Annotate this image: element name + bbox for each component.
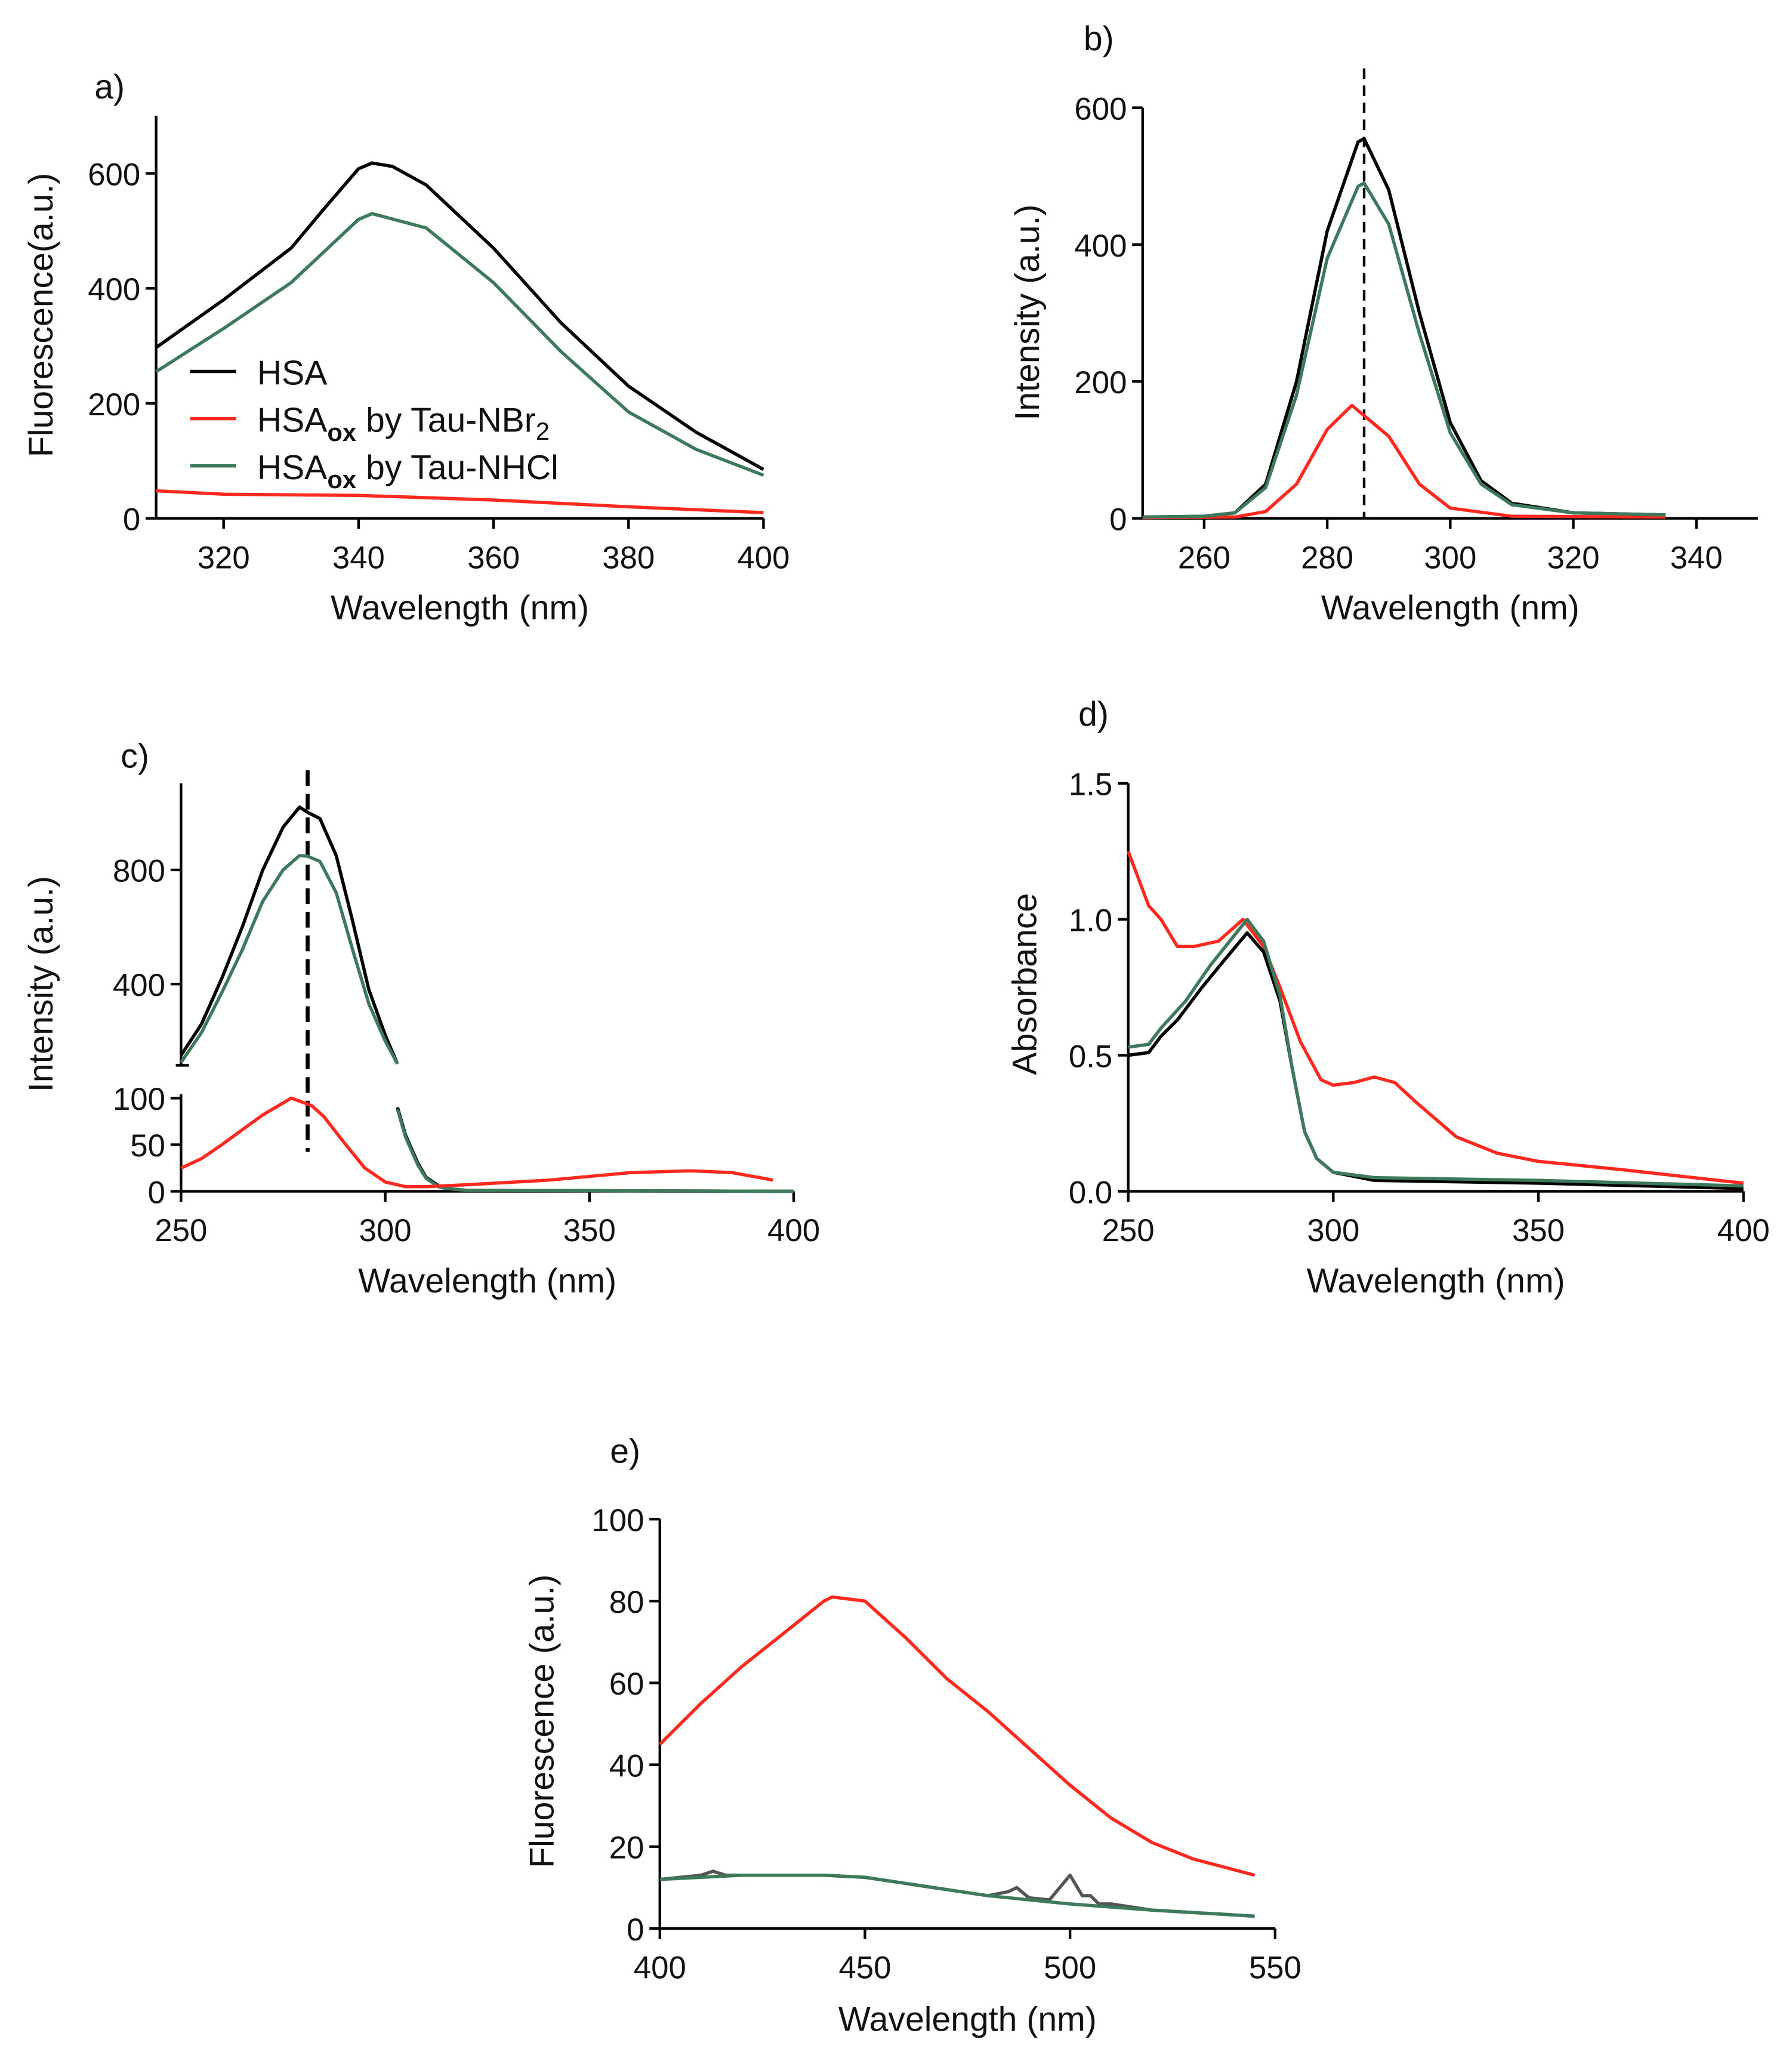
series-line-hsa <box>155 161 764 471</box>
x-tick-label: 450 <box>838 1951 891 1986</box>
series-line-nhcl <box>1142 181 1666 519</box>
series-line-nhcl <box>155 212 764 477</box>
panel-d: d) 250 300 350 400 Wavelength (nm) Absorbance 0… <box>1006 695 1770 1300</box>
series-line-nhcl <box>1128 918 1744 1188</box>
x-tick-label: 260 <box>1178 540 1230 575</box>
x-tick-label: 360 <box>467 540 520 575</box>
legend-entry: HSAox by Tau-NBr2 <box>257 402 550 446</box>
x-tick-label: 340 <box>1670 540 1723 575</box>
y-tick-label: 200 <box>88 387 140 422</box>
x-tick-label: 400 <box>1717 1213 1770 1248</box>
x-tick-label: 380 <box>602 540 655 575</box>
x-tick-label: 320 <box>198 540 250 575</box>
y-tick-label: 100 <box>591 1503 644 1538</box>
panel-c: c) 250 300 350 400 Wavelength (nm) Intensity (… <box>22 737 820 1300</box>
series-line-hsa <box>396 1107 794 1193</box>
x-tick-label: 280 <box>1301 540 1353 575</box>
x-tick-label: 350 <box>563 1213 616 1248</box>
x-tick-label: 300 <box>359 1213 412 1248</box>
y-tick-label: 600 <box>88 157 140 192</box>
y-tick-label: 600 <box>1074 91 1127 126</box>
y-tick-label: 800 <box>113 854 165 889</box>
series-line-hsa <box>180 805 399 1065</box>
series-line-nbr2 <box>156 489 764 514</box>
y-tick-label: 50 <box>130 1128 165 1164</box>
series-line-nhcl <box>659 1873 1255 1918</box>
y-tick-label: 80 <box>609 1585 644 1620</box>
x-tick-label: 400 <box>634 1951 686 1986</box>
x-tick-label: 400 <box>737 540 789 575</box>
y-tick-label: 0 <box>1109 502 1127 538</box>
y-axis-label: Intensity (a.u.) <box>1008 205 1047 421</box>
y-axis-label: Fluorescence (a.u.) <box>523 1575 562 1868</box>
x-tick-label: 550 <box>1249 1951 1301 1986</box>
y-tick-label: 200 <box>1074 365 1127 400</box>
y-tick-label: 400 <box>1074 229 1127 264</box>
y-tick-label: 100 <box>113 1082 165 1117</box>
y-axis-label: Fluorescence(a.u.) <box>22 173 60 457</box>
series-line-nbr2 <box>180 1096 774 1189</box>
series-line-nbr2 <box>1142 403 1666 520</box>
x-axis-label: Wavelength (nm) <box>838 2000 1097 2038</box>
panel-a: a) 320 340 360 380 400 Wavelength (nm) Fluoresc… <box>22 68 790 627</box>
y-tick-label: 0 <box>148 1175 165 1210</box>
legend-entry: HSA <box>257 354 328 392</box>
y-tick-label: 0.5 <box>1069 1039 1112 1074</box>
panel-label: d) <box>1078 695 1109 733</box>
series-line-nhcl <box>180 854 399 1065</box>
x-tick-label: 250 <box>155 1213 207 1248</box>
x-axis-label: Wavelength (nm) <box>331 589 589 627</box>
y-axis-label: Intensity (a.u.) <box>22 876 60 1092</box>
panel-label: c) <box>121 737 149 775</box>
y-tick-label: 20 <box>609 1831 644 1866</box>
x-tick-label: 300 <box>1307 1213 1359 1248</box>
x-tick-label: 350 <box>1512 1213 1565 1248</box>
x-tick-label: 320 <box>1547 540 1600 575</box>
x-tick-label: 300 <box>1424 540 1476 575</box>
panel-label: b) <box>1084 20 1114 58</box>
x-axis-label: Wavelength (nm) <box>1321 589 1580 627</box>
x-tick-label: 340 <box>332 540 385 575</box>
x-axis-label: Wavelength (nm) <box>358 1262 616 1300</box>
series-line-nbr2 <box>658 1595 1256 1877</box>
x-tick-label: 250 <box>1102 1213 1155 1248</box>
x-axis-label: Wavelength (nm) <box>1307 1262 1565 1300</box>
y-axis-label: Absorbance <box>1006 893 1044 1075</box>
y-tick-label: 1.0 <box>1069 903 1112 938</box>
y-tick-label: 1.5 <box>1069 767 1112 803</box>
y-tick-label: 60 <box>609 1667 644 1702</box>
y-tick-label: 400 <box>113 968 165 1003</box>
x-tick-label: 400 <box>767 1213 820 1248</box>
panel-label: a) <box>94 68 125 106</box>
x-tick-label: 500 <box>1044 1951 1096 1986</box>
y-tick-label: 0 <box>123 502 140 538</box>
panel-b: b) 260 280 300 320 340 Wavelength (nm) Intensit… <box>1008 20 1758 627</box>
series-line-hsa <box>1128 931 1744 1190</box>
y-tick-label: 40 <box>609 1748 644 1783</box>
panel-label: e) <box>610 1433 640 1471</box>
y-tick-label: 400 <box>88 272 140 307</box>
series-line-nhcl <box>396 1109 794 1193</box>
legend-entry: HSAox by Tau-NHCl <box>257 449 559 493</box>
y-tick-label: 0 <box>627 1912 644 1948</box>
series-line-nbr2 <box>1127 850 1744 1185</box>
y-tick-label: 0.0 <box>1069 1175 1112 1210</box>
